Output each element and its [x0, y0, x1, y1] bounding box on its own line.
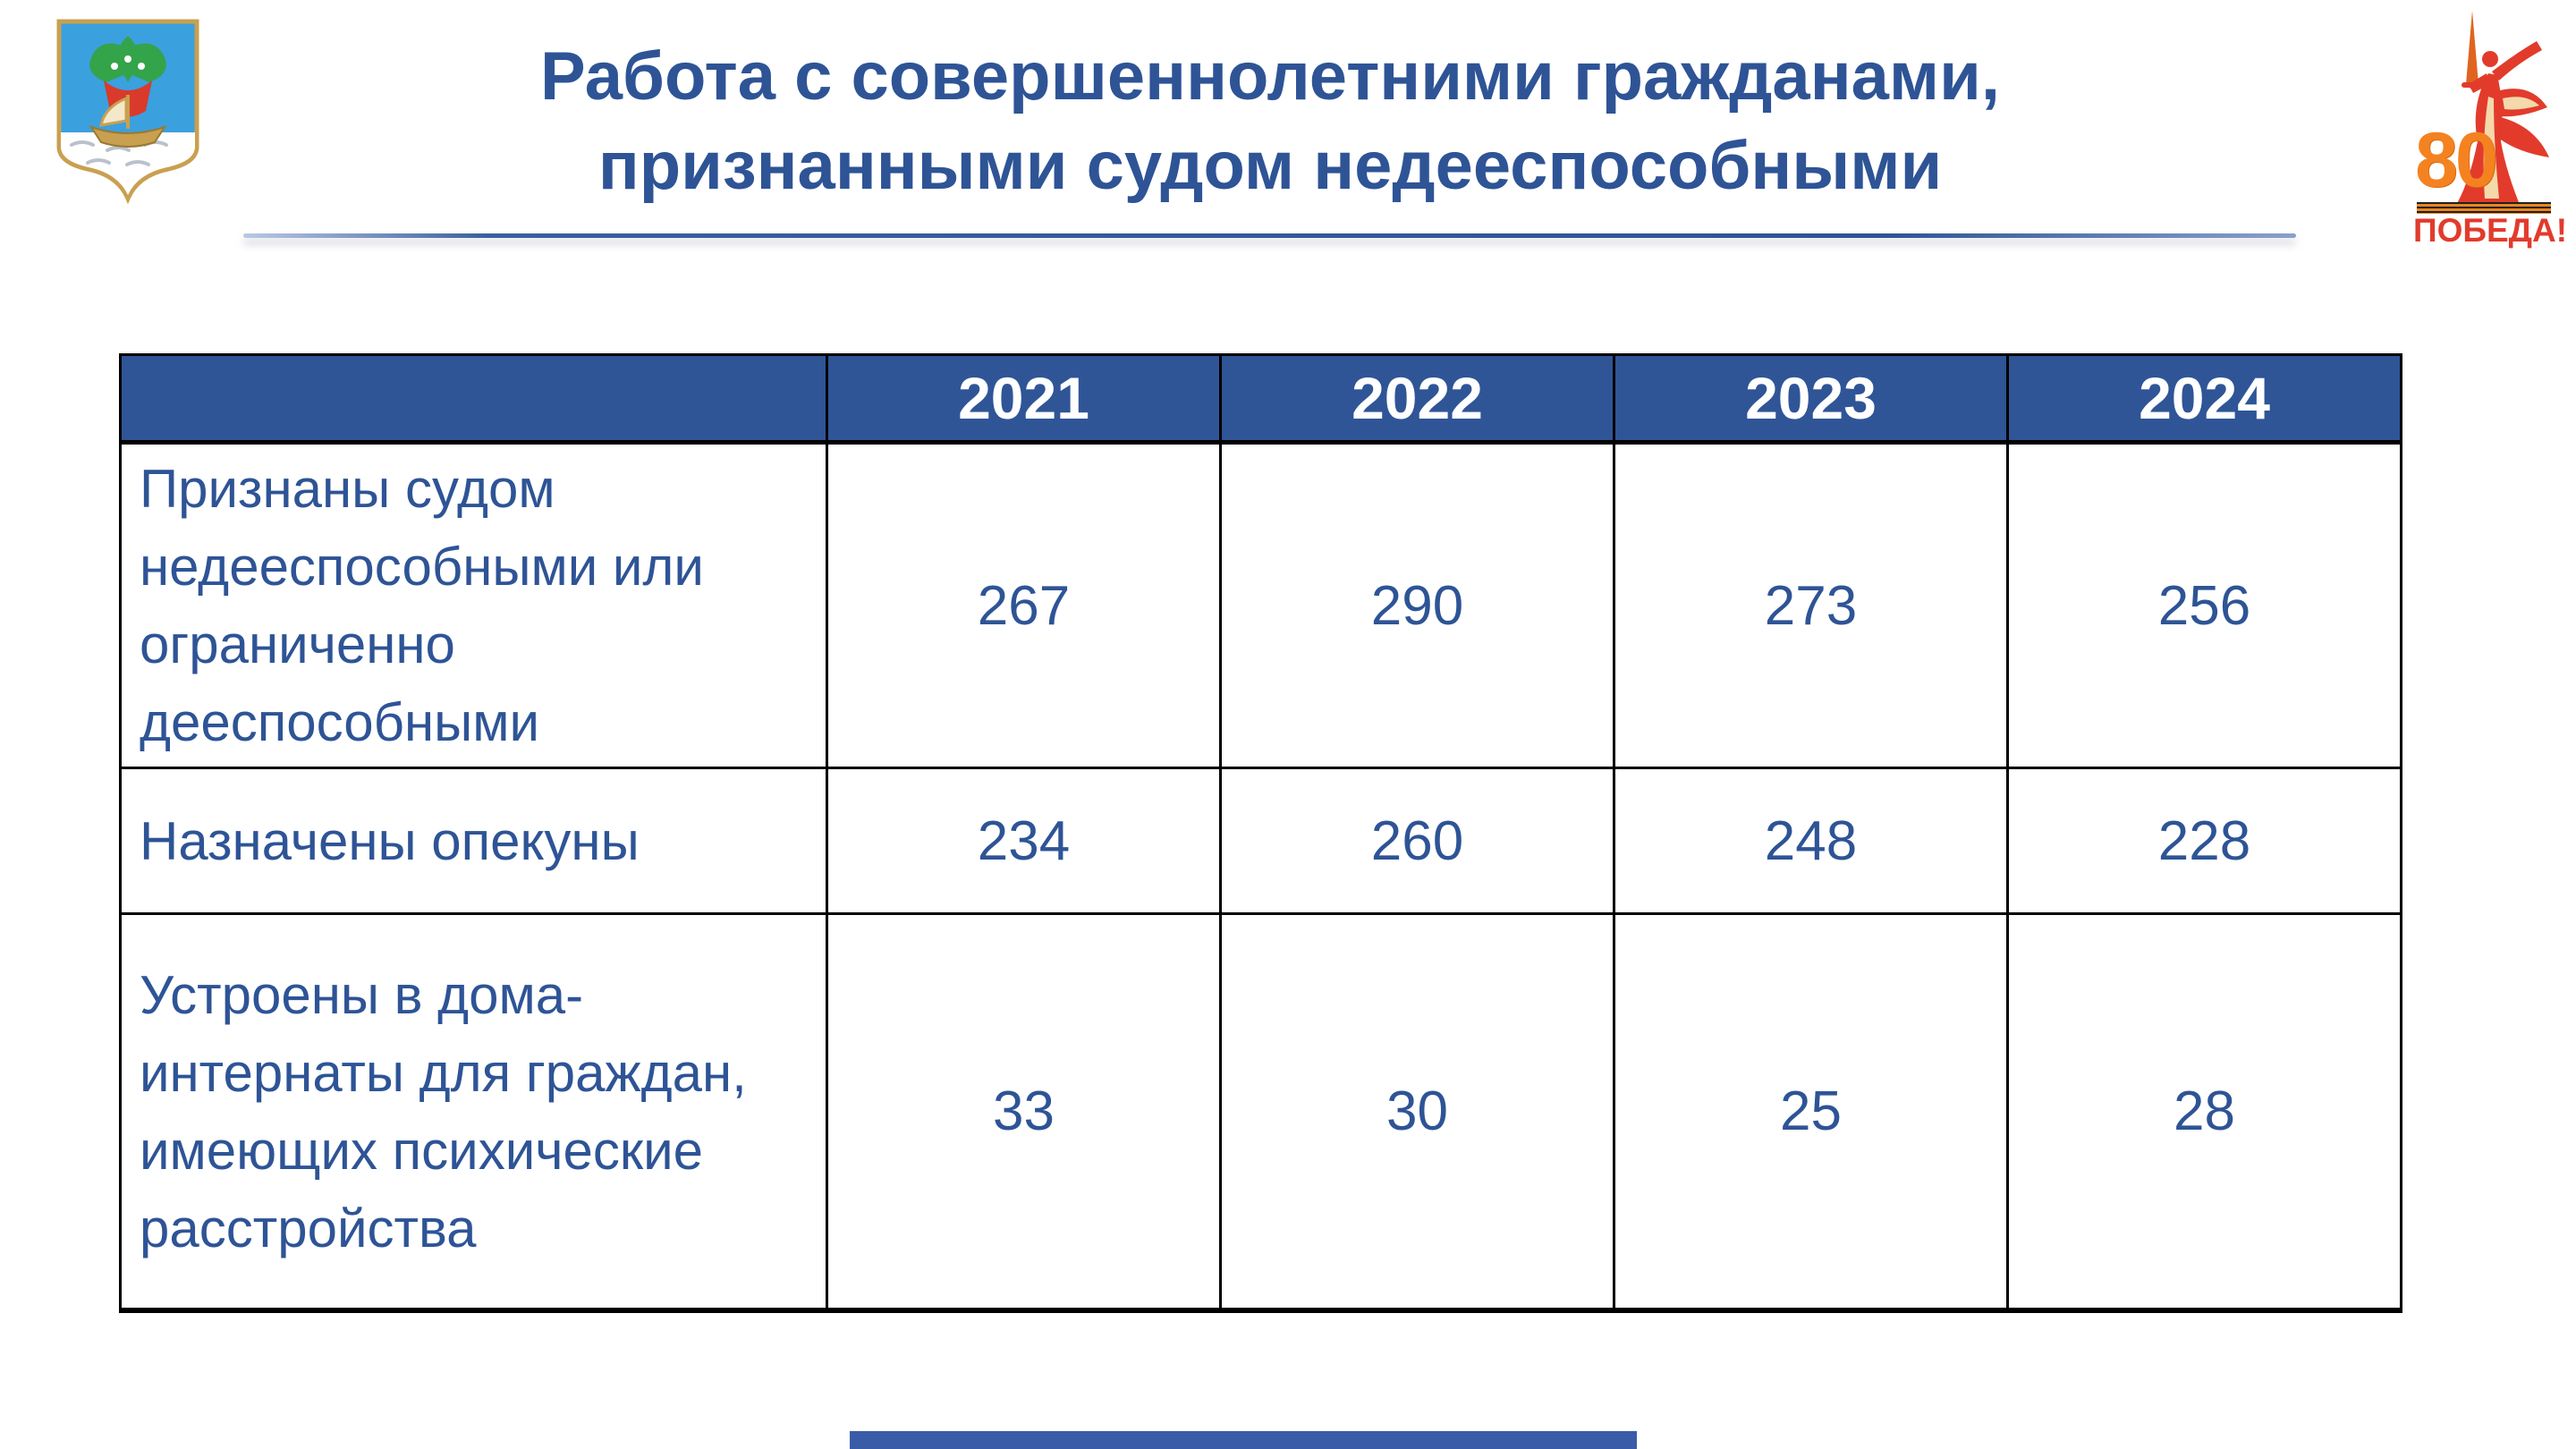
footer-accent-bar	[850, 1431, 1637, 1449]
value-cell: 290	[1219, 441, 1615, 769]
slide-title-line1: Работа с совершеннолетними гражданами,	[540, 38, 2000, 114]
value-cell: 234	[826, 767, 1222, 915]
title-underline	[243, 233, 2296, 238]
st-george-ribbon-icon	[2417, 202, 2551, 214]
slide-title-line2: признанными судом недееспособными	[597, 128, 1943, 204]
value-cell: 256	[2006, 441, 2402, 769]
value-cell: 25	[1613, 912, 2009, 1313]
year-header-2021: 2021	[826, 353, 1222, 445]
motherland-statue-icon	[2453, 11, 2549, 211]
value-cell: 260	[1219, 767, 1615, 915]
slide-title: Работа с совершеннолетними гражданами, п…	[385, 32, 2156, 211]
table-row-declared-incapacitated: Признаны судом недееспособными или огран…	[119, 441, 2402, 769]
value-cell: 30	[1219, 912, 1615, 1313]
value-cell: 228	[2006, 767, 2402, 915]
table-header-row: 2021 2022 2023 2024	[119, 353, 2402, 445]
statistics-table: 2021 2022 2023 2024 Признаны судом недее…	[119, 353, 2402, 1313]
table-row-placed-in-care-homes: Устроены в дома-интернаты для граждан, и…	[119, 912, 2402, 1313]
row-label: Признаны судом недееспособными или огран…	[119, 441, 828, 769]
value-cell: 33	[826, 912, 1222, 1313]
coat-of-arms-graphic	[56, 19, 199, 205]
row-label: Устроены в дома-интернаты для граждан, и…	[119, 912, 828, 1313]
value-cell: 248	[1613, 767, 2009, 915]
year-header-2022: 2022	[1219, 353, 1615, 445]
row-label: Назначены опекуны	[119, 767, 828, 915]
year-header-2024: 2024	[2006, 353, 2402, 445]
table-row-guardians-appointed: Назначены опекуны 234 260 248 228	[119, 767, 2402, 915]
victory-80-number: 80	[2415, 117, 2498, 203]
value-cell: 273	[1613, 441, 2009, 769]
victory-80-logo: 80 ПОБЕДА!	[2413, 7, 2568, 249]
value-cell: 267	[826, 441, 1222, 769]
value-cell: 28	[2006, 912, 2402, 1313]
victory-caption: ПОБЕДА!	[2413, 212, 2568, 249]
city-coat-of-arms-icon	[52, 14, 204, 206]
table-corner-cell	[119, 353, 828, 445]
year-header-2023: 2023	[1613, 353, 2009, 445]
